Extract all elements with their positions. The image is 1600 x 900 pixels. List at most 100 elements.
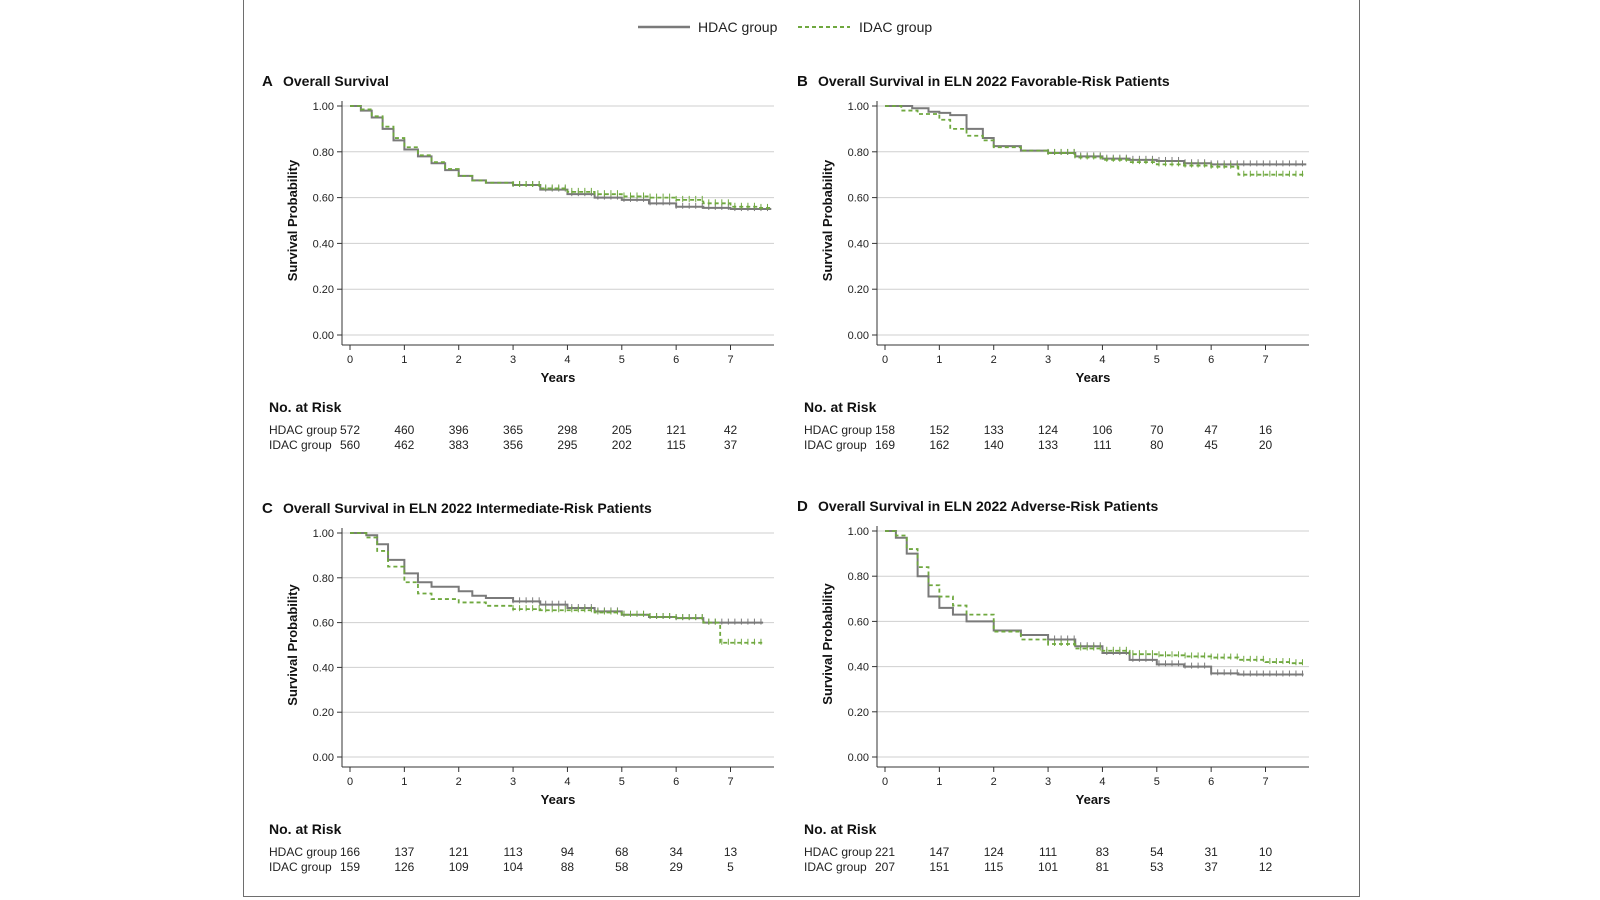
y-tick-label: 0.20: [313, 707, 334, 719]
risk-value: 70: [1150, 423, 1164, 437]
hdac-curve: [350, 105, 772, 211]
x-tick-label: 3: [510, 776, 516, 788]
x-tick-label: 1: [401, 354, 407, 366]
y-axis-label: Survival Probability: [285, 584, 300, 706]
panel-a: A Overall Survival 0.00 0.20 0.40 0.60 0.80 1.0…: [262, 73, 774, 452]
risk-value: 53: [1150, 860, 1164, 874]
risk-value: 295: [557, 438, 577, 452]
risk-value: 58: [615, 860, 629, 874]
risk-heading: No. at Risk: [804, 821, 877, 837]
y-tick-label: 1.00: [313, 101, 334, 113]
x-tick-label: 5: [619, 776, 625, 788]
risk-value: 124: [1038, 423, 1058, 437]
hdac-curve: [885, 105, 1307, 166]
x-tick-label: 4: [564, 776, 570, 788]
x-tick-label: 2: [456, 354, 462, 366]
x-axis-label: Years: [541, 792, 576, 807]
risk-row-label: IDAC group: [804, 860, 867, 874]
panel-title: Overall Survival in ELN 2022 Adverse-Ris…: [818, 498, 1159, 514]
figure-frame: HDAC group IDAC group A Overall Survival 0…: [243, 0, 1360, 897]
legend-idac-label: IDAC group: [859, 19, 932, 35]
legend-hdac-label: HDAC group: [698, 19, 778, 35]
y-tick-label: 0.60: [848, 616, 869, 628]
risk-value: 5: [727, 860, 734, 874]
x-tick-label: 5: [1154, 354, 1160, 366]
risk-value: 202: [612, 438, 632, 452]
risk-value: 115: [667, 438, 686, 452]
risk-value: 54: [1150, 845, 1164, 859]
x-tick-label: 3: [1045, 776, 1051, 788]
risk-value: 560: [340, 438, 360, 452]
y-tick-label: 1.00: [313, 528, 334, 540]
y-tick-label: 0.20: [313, 284, 334, 296]
panel-d: D Overall Survival in ELN 2022 Adverse-Ri…: [797, 498, 1309, 874]
risk-row-label: HDAC group: [804, 423, 872, 437]
y-axis-label: Survival Probability: [820, 159, 835, 281]
x-axis-label: Years: [541, 370, 576, 385]
risk-value: 572: [340, 423, 360, 437]
risk-value: 140: [984, 438, 1004, 452]
risk-value: 396: [449, 423, 469, 437]
risk-value: 221: [875, 845, 895, 859]
x-tick-label: 1: [936, 776, 942, 788]
risk-value: 383: [449, 438, 469, 452]
y-tick-label: 0.60: [848, 193, 869, 205]
panel-letter: D: [797, 498, 808, 515]
y-axis-label: Survival Probability: [285, 159, 300, 281]
x-tick-label: 6: [1208, 354, 1214, 366]
x-tick-label: 6: [673, 354, 679, 366]
panel-c: C Overall Survival in ELN 2022 Intermedia…: [262, 500, 774, 874]
y-tick-label: 0.20: [848, 284, 869, 296]
risk-value: 162: [929, 438, 949, 452]
panels: A Overall Survival 0.00 0.20 0.40 0.60 0.80 1.0…: [262, 73, 1309, 874]
y-tick-label: 1.00: [848, 526, 869, 538]
risk-value: 106: [1092, 423, 1112, 437]
x-axis-label: Years: [1076, 792, 1111, 807]
y-tick-label: 0.80: [313, 147, 334, 159]
y-tick-label: 0.80: [848, 147, 869, 159]
risk-value: 88: [561, 860, 575, 874]
hdac-curve: [885, 530, 1304, 676]
x-tick-label: 5: [1154, 776, 1160, 788]
risk-value: 124: [984, 845, 1004, 859]
x-tick-label: 2: [991, 354, 997, 366]
x-tick-label: 7: [727, 354, 733, 366]
risk-row-label: HDAC group: [269, 845, 337, 859]
risk-value: 166: [340, 845, 360, 859]
x-tick-label: 4: [564, 354, 570, 366]
y-tick-label: 0.60: [313, 193, 334, 205]
x-tick-label: 7: [1262, 354, 1268, 366]
risk-value: 115: [984, 860, 1003, 874]
y-tick-label: 0.20: [848, 707, 869, 719]
risk-value: 152: [929, 423, 949, 437]
risk-row-label: IDAC group: [269, 860, 332, 874]
risk-heading: No. at Risk: [269, 399, 342, 415]
panel-letter: A: [262, 73, 273, 90]
risk-value: 113: [504, 845, 523, 859]
risk-value: 29: [669, 860, 683, 874]
idac-curve: [350, 105, 772, 209]
x-tick-label: 0: [347, 354, 353, 366]
risk-value: 31: [1204, 845, 1218, 859]
x-tick-label: 7: [727, 776, 733, 788]
x-tick-label: 0: [882, 354, 888, 366]
y-axis-label: Survival Probability: [820, 583, 835, 705]
risk-value: 101: [1038, 860, 1058, 874]
risk-value: 133: [1038, 438, 1058, 452]
risk-value: 133: [984, 423, 1004, 437]
risk-value: 47: [1204, 423, 1218, 437]
risk-heading: No. at Risk: [269, 821, 342, 837]
risk-value: 126: [394, 860, 414, 874]
y-tick-label: 0.80: [848, 571, 869, 583]
hdac-curve: [350, 532, 764, 624]
x-tick-label: 3: [510, 354, 516, 366]
panel-title: Overall Survival in ELN 2022 Intermediat…: [283, 500, 652, 516]
risk-value: 205: [612, 423, 632, 437]
risk-value: 34: [669, 845, 683, 859]
risk-value: 104: [503, 860, 523, 874]
risk-value: 45: [1204, 438, 1218, 452]
risk-value: 365: [503, 423, 523, 437]
risk-row-label: HDAC group: [804, 845, 872, 859]
risk-value: 94: [561, 845, 575, 859]
risk-value: 462: [394, 438, 414, 452]
